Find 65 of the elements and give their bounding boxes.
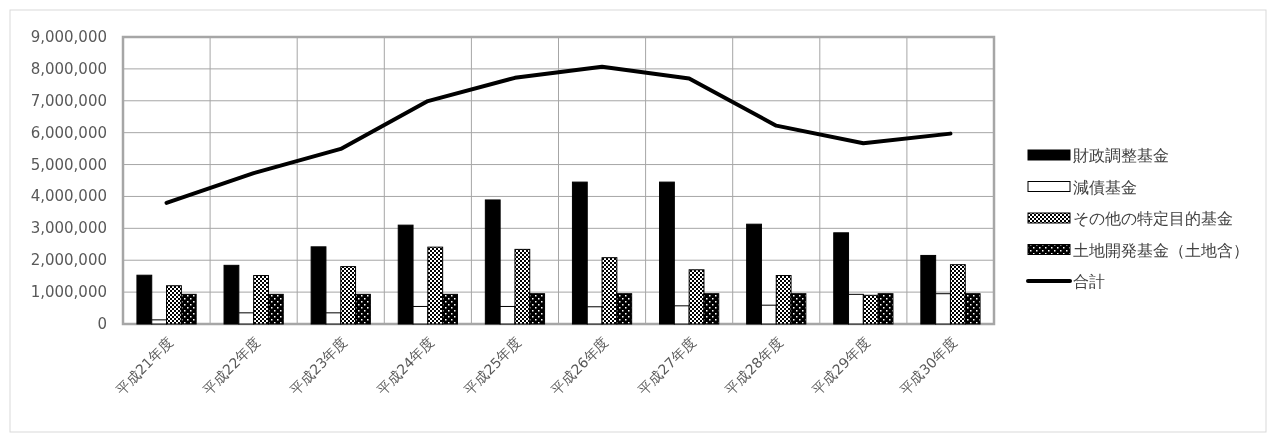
bar <box>862 294 879 325</box>
bar <box>340 266 357 325</box>
y-tick-label: 5,000,000 <box>30 155 107 174</box>
bar <box>484 199 501 325</box>
bar <box>586 306 603 325</box>
bar <box>325 312 342 325</box>
bar <box>703 293 720 325</box>
bar <box>775 275 792 325</box>
bar <box>688 269 705 325</box>
legend-label: 合計 <box>1073 272 1105 291</box>
x-tick-label: 平成30年度 <box>896 334 960 398</box>
bar <box>253 275 269 325</box>
y-tick-label: 6,000,000 <box>30 123 107 142</box>
bar <box>790 293 807 325</box>
legend-label: 土地開発基金（土地含） <box>1073 240 1249 260</box>
bar <box>180 293 197 325</box>
bar <box>166 285 182 325</box>
y-tick-label: 2,000,000 <box>30 251 107 270</box>
y-tick-label: 0 <box>97 315 107 333</box>
y-tick-label: 7,000,000 <box>30 91 107 110</box>
bar <box>964 293 981 325</box>
bar <box>442 293 458 325</box>
bar <box>412 305 429 325</box>
bar <box>949 264 966 325</box>
bar <box>397 224 414 325</box>
bar <box>355 293 371 325</box>
bar <box>238 312 255 325</box>
bar <box>310 246 327 325</box>
legend-label: その他の特定目的基金 <box>1073 209 1233 228</box>
bar <box>616 293 633 325</box>
x-tick-label: 平成29年度 <box>809 334 873 398</box>
bar <box>877 293 894 325</box>
bar <box>920 254 937 325</box>
x-tick-label: 平成26年度 <box>548 334 612 398</box>
bar <box>601 257 618 325</box>
bar <box>427 246 444 325</box>
bar <box>136 274 153 325</box>
y-tick-label: 3,000,000 <box>30 219 107 238</box>
y-tick-label: 1,000,000 <box>30 283 107 302</box>
bar <box>529 293 546 325</box>
bar <box>659 181 675 325</box>
bar <box>673 305 690 325</box>
bar <box>746 223 762 325</box>
bar <box>151 319 168 325</box>
bar <box>833 232 850 325</box>
x-tick-label: 平成23年度 <box>286 334 351 398</box>
bar <box>499 305 516 325</box>
legend-label: 減債基金 <box>1073 177 1137 197</box>
y-tick-label: 9,000,000 <box>30 28 107 46</box>
x-tick-label: 平成25年度 <box>460 334 525 398</box>
bar <box>571 181 588 325</box>
x-tick-label: 平成21年度 <box>112 334 177 398</box>
legend-label: 財政調整基金 <box>1073 146 1169 165</box>
bar <box>514 248 531 325</box>
x-tick-label: 平成24年度 <box>373 334 438 398</box>
x-tick-label: 平成28年度 <box>722 334 786 398</box>
bar <box>848 293 864 325</box>
y-tick-label: 4,000,000 <box>30 187 107 206</box>
bar <box>760 304 777 325</box>
bar <box>267 293 284 325</box>
bar <box>223 264 240 325</box>
y-tick-label: 8,000,000 <box>30 59 107 78</box>
x-tick-label: 平成22年度 <box>199 334 264 398</box>
bar <box>935 293 951 325</box>
x-tick-label: 平成27年度 <box>635 334 699 398</box>
